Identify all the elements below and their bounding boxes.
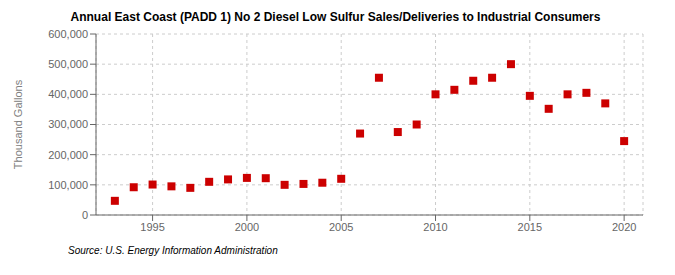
svg-text:300,000: 300,000 [48,118,88,130]
svg-text:2015: 2015 [518,221,542,233]
svg-text:2020: 2020 [612,221,636,233]
svg-text:2010: 2010 [423,221,447,233]
svg-text:600,000: 600,000 [48,28,88,40]
svg-text:200,000: 200,000 [48,149,88,161]
svg-text:400,000: 400,000 [48,88,88,100]
svg-text:Thousand Gallons: Thousand Gallons [12,79,24,169]
svg-text:100,000: 100,000 [48,179,88,191]
svg-text:0: 0 [82,209,88,221]
svg-text:500,000: 500,000 [48,58,88,70]
html-text:Annual East Coast (PADD 1) No: Annual East Coast (PADD 1) No 2 Diesel L… [70,10,601,24]
svg-text:1995: 1995 [140,221,164,233]
svg-text:2000: 2000 [235,221,259,233]
svg-text:2005: 2005 [329,221,353,233]
html-text:Source: U.S. Energy Informatio: Source: U.S. Energy Information Administ… [68,245,278,256]
